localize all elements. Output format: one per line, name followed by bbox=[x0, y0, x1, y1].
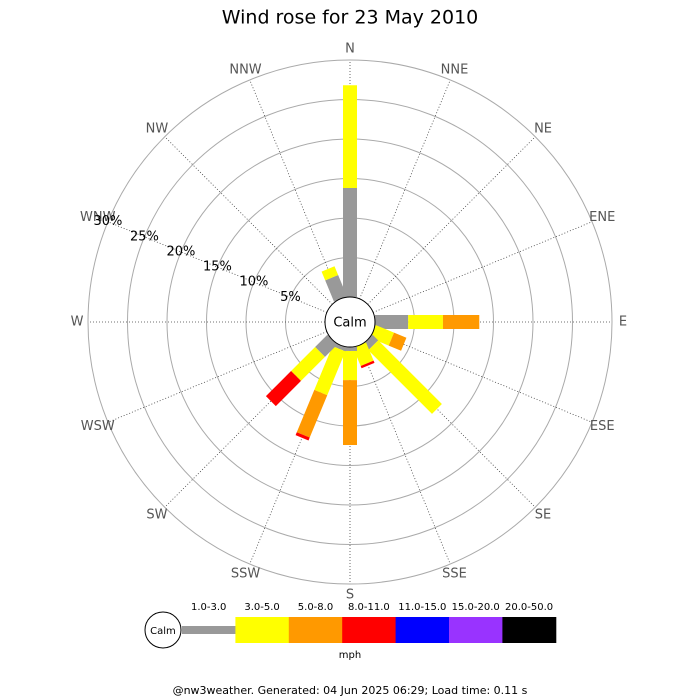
direction-label: WSW bbox=[81, 419, 115, 434]
direction-label: NNE bbox=[441, 62, 469, 77]
wind-bar bbox=[343, 187, 357, 297]
wind-bar bbox=[265, 371, 301, 407]
wind-bar bbox=[314, 346, 346, 396]
spoke bbox=[359, 344, 451, 565]
direction-label: NNW bbox=[229, 62, 261, 77]
wind-bar bbox=[296, 389, 328, 438]
legend-swatch bbox=[395, 617, 450, 643]
legend-swatch bbox=[288, 617, 343, 643]
legend-label: 20.0-50.0 bbox=[505, 602, 553, 613]
direction-label: E bbox=[619, 315, 627, 330]
direction-label: SW bbox=[146, 508, 167, 523]
direction-label: WNW bbox=[80, 210, 116, 225]
spoke bbox=[249, 79, 341, 300]
wind-bar bbox=[408, 315, 443, 329]
direction-label: SE bbox=[535, 508, 551, 523]
r-tick-label: 15% bbox=[203, 260, 232, 275]
direction-label: ENE bbox=[589, 210, 615, 225]
legend-swatch bbox=[449, 617, 503, 643]
wind-bar bbox=[343, 380, 357, 445]
direction-label: SSW bbox=[231, 567, 261, 582]
legend-calm bbox=[144, 611, 182, 649]
r-tick-label: 20% bbox=[166, 244, 195, 259]
wind-bar bbox=[321, 266, 339, 281]
legend-swatch bbox=[235, 617, 290, 643]
legend-label: 1.0-3.0 bbox=[191, 602, 226, 613]
direction-label: NE bbox=[534, 121, 552, 136]
wind-bar bbox=[325, 275, 347, 302]
spoke bbox=[359, 79, 451, 300]
calm-label: Calm bbox=[333, 316, 366, 331]
legend-swatch bbox=[182, 626, 236, 634]
direction-label: W bbox=[71, 315, 84, 330]
legend-label: 15.0-20.0 bbox=[452, 602, 500, 613]
legend-label: 5.0-8.0 bbox=[298, 602, 333, 613]
spoke bbox=[107, 221, 328, 313]
direction-label: S bbox=[346, 588, 354, 603]
legend-swatch bbox=[502, 617, 557, 643]
wind-bar bbox=[368, 340, 442, 414]
legend-units: mph bbox=[339, 650, 361, 661]
r-tick-label: 30% bbox=[93, 214, 122, 229]
direction-label: SSE bbox=[442, 567, 467, 582]
direction-label: ESE bbox=[590, 419, 615, 434]
r-tick-label: 25% bbox=[130, 229, 159, 244]
grid-ring bbox=[87, 59, 613, 585]
legend-label: 3.0-5.0 bbox=[244, 602, 279, 613]
wind-bar bbox=[343, 350, 357, 381]
spoke bbox=[164, 136, 333, 305]
direction-label: N bbox=[345, 42, 355, 57]
spoke bbox=[367, 136, 536, 305]
legend-label: 11.0-15.0 bbox=[398, 602, 446, 613]
legend-label: 8.0-11.0 bbox=[348, 602, 390, 613]
wind-bar bbox=[295, 432, 310, 441]
wind-bar bbox=[388, 332, 407, 351]
wind-bar bbox=[375, 315, 409, 329]
legend-calm-label: Calm bbox=[150, 626, 176, 637]
wind-bar bbox=[291, 347, 325, 381]
r-tick-label: 5% bbox=[280, 290, 301, 305]
wind-bar bbox=[343, 85, 357, 188]
r-tick-label: 10% bbox=[239, 275, 268, 290]
spoke bbox=[107, 331, 328, 423]
footer: @nw3weather. Generated: 04 Jun 2025 06:2… bbox=[173, 684, 528, 697]
legend-swatch bbox=[342, 617, 397, 643]
wind-bar bbox=[315, 334, 338, 357]
spoke bbox=[372, 331, 593, 423]
calm-circle bbox=[324, 296, 376, 348]
wind-bar bbox=[353, 342, 374, 367]
spoke bbox=[372, 221, 593, 313]
wind-bar bbox=[442, 315, 480, 329]
wind-bar bbox=[360, 360, 375, 369]
chart-title: Wind rose for 23 May 2010 bbox=[222, 7, 479, 29]
direction-label: NW bbox=[146, 121, 169, 136]
